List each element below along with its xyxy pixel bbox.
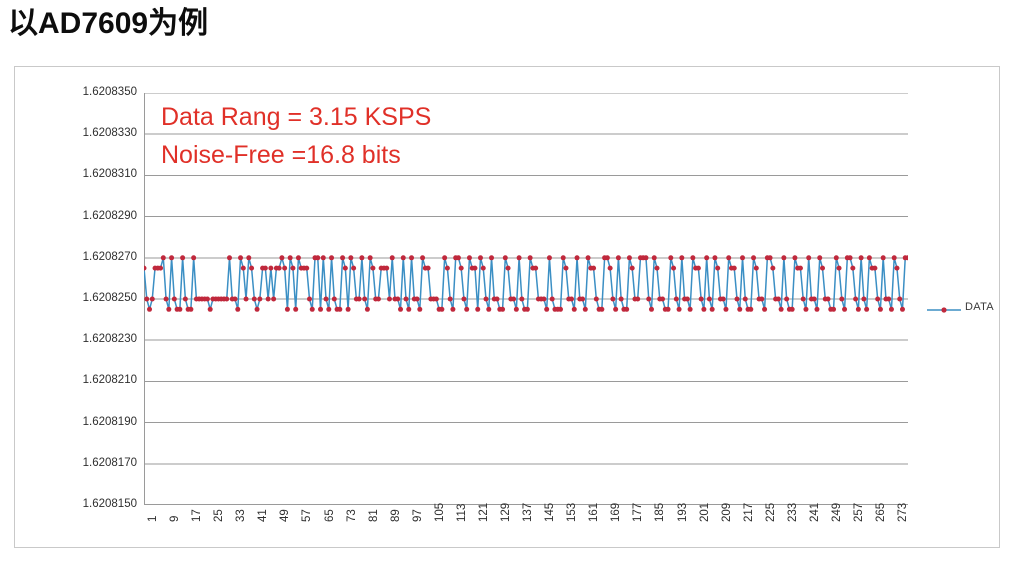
x-tick-label: 177	[632, 502, 645, 522]
x-tick-label: 57	[301, 509, 314, 522]
x-tick-label: 273	[897, 502, 910, 522]
x-tick-label: 249	[831, 502, 843, 522]
plot-area	[144, 93, 908, 505]
x-tick-label: 161	[588, 502, 601, 522]
y-tick-label: 1.6208150	[82, 498, 137, 510]
x-tick-label: 217	[742, 502, 755, 522]
x-tick-label: 73	[345, 509, 358, 522]
page-title: 以AD7609为例	[8, 7, 209, 40]
x-tick-label: 65	[323, 509, 336, 522]
x-tick-label: 81	[367, 509, 380, 522]
chart-legend: DATA	[927, 301, 994, 313]
x-tick-label: 33	[235, 509, 248, 522]
y-tick-label: 1.6208170	[82, 456, 137, 469]
x-tick-label: 233	[786, 502, 799, 522]
chart-container: 1.6208350 1.6208330 1.6208310 1.6208290 1.62…	[14, 66, 1000, 548]
x-tick-label: 25	[213, 509, 226, 522]
y-tick-label: 1.6208290	[82, 209, 137, 222]
x-tick-label: 265	[875, 502, 888, 522]
x-tick-label: 169	[610, 502, 623, 522]
y-tick-label: 1.6208350	[82, 86, 137, 98]
legend-marker-icon	[927, 302, 961, 313]
x-tick-label: 1	[147, 515, 159, 522]
data-series-plot	[144, 93, 908, 505]
legend-label-data: DATA	[965, 301, 994, 313]
x-tick-label: 225	[764, 502, 777, 522]
x-tick-label: 137	[522, 502, 535, 522]
x-tick-label: 129	[500, 502, 513, 522]
x-tick-label: 209	[720, 502, 733, 522]
y-tick-label: 1.6208210	[82, 374, 137, 387]
x-tick-label: 17	[191, 509, 204, 522]
x-tick-label: 41	[257, 509, 270, 522]
y-tick-label: 1.6208310	[82, 168, 137, 181]
x-tick-label: 201	[698, 502, 711, 522]
x-tick-label: 153	[566, 502, 579, 522]
y-tick-label: 1.6208270	[82, 250, 137, 263]
y-tick-label: 1.6208250	[82, 292, 137, 304]
x-tick-label: 241	[808, 502, 821, 522]
y-tick-label: 1.6208330	[82, 127, 137, 140]
y-tick-label: 1.6208230	[82, 333, 137, 346]
x-tick-label: 145	[544, 502, 557, 522]
x-tick-label: 97	[411, 509, 424, 522]
x-tick-label: 121	[477, 502, 490, 522]
x-tick-label: 257	[853, 502, 866, 522]
y-axis: 1.6208350 1.6208330 1.6208310 1.6208290 1.62…	[63, 86, 137, 509]
x-axis: 1 9 17 25 33 41 49 57 65 73 81 89 97 105 113 121 129 137 1…	[144, 503, 909, 568]
x-tick-label: 49	[279, 509, 292, 522]
y-tick-label: 1.6208190	[82, 415, 137, 428]
x-tick-label: 105	[433, 502, 446, 522]
x-tick-label: 89	[389, 509, 402, 522]
x-tick-label: 9	[169, 515, 182, 522]
x-tick-label: 185	[654, 502, 667, 522]
x-tick-label: 193	[676, 502, 689, 522]
x-tick-label: 113	[455, 503, 468, 522]
